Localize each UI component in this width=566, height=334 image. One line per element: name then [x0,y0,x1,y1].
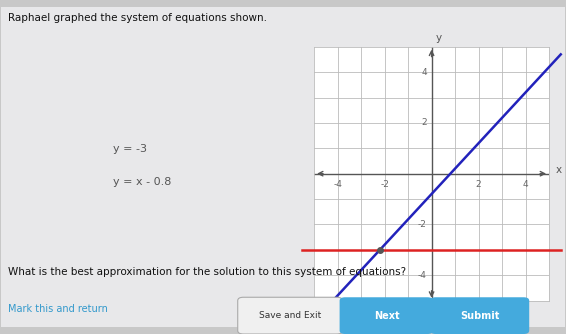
Text: -2: -2 [418,220,427,229]
FancyBboxPatch shape [340,297,433,334]
Text: What is the best approximation for the solution to this system of equations?: What is the best approximation for the s… [8,267,406,277]
Text: 4: 4 [523,180,528,189]
FancyBboxPatch shape [430,297,529,334]
Text: -4: -4 [333,180,342,189]
Text: -2: -2 [380,180,389,189]
FancyBboxPatch shape [238,297,342,334]
Text: 2: 2 [476,180,481,189]
Text: Save and Exit: Save and Exit [259,311,321,320]
Text: -4: -4 [418,271,427,280]
Text: y = x - 0.8: y = x - 0.8 [113,177,171,187]
Text: y: y [436,33,442,43]
Text: y = -3: y = -3 [113,144,147,154]
Text: Raphael graphed the system of equations shown.: Raphael graphed the system of equations … [8,13,268,23]
Text: Mark this and return: Mark this and return [8,304,108,314]
Text: Next: Next [374,311,400,321]
Text: 2: 2 [421,119,427,127]
Text: x: x [556,165,562,175]
Text: Submit: Submit [460,311,500,321]
Text: 4: 4 [421,68,427,76]
